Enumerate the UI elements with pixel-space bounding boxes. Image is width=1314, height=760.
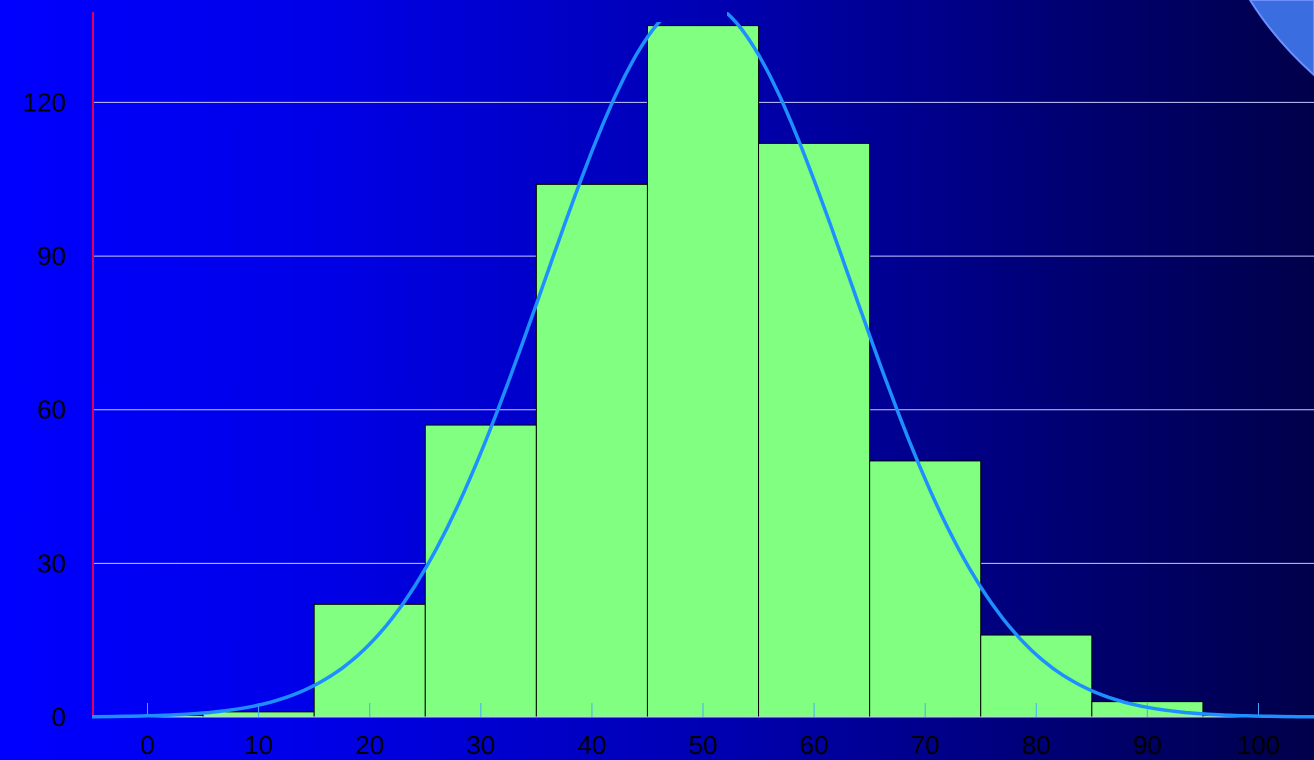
x-tick-label: 100 — [1237, 730, 1280, 760]
x-tick-label: 0 — [140, 730, 154, 760]
histogram-bar — [646, 25, 760, 718]
y-tick-label: 60 — [37, 395, 66, 425]
x-tick-label: 80 — [1022, 730, 1051, 760]
histogram-bar — [424, 424, 537, 718]
y-tick-label: 0 — [52, 702, 66, 732]
x-tick-label: 70 — [911, 730, 940, 760]
axes — [92, 12, 1314, 718]
normal-curve — [92, 12, 1314, 719]
x-tick-label: 20 — [355, 730, 384, 760]
y-tick-label: 90 — [37, 241, 66, 271]
x-tick-label: 40 — [577, 730, 606, 760]
histogram-bars — [91, 25, 1314, 718]
x-tick-label: 10 — [244, 730, 273, 760]
x-tick-label: 60 — [800, 730, 829, 760]
histogram-bar — [535, 183, 648, 718]
normal-curve-layer — [92, 12, 1314, 719]
slide-corner-decoration — [1248, 0, 1314, 77]
x-tick-label: 50 — [689, 730, 718, 760]
histogram-bar — [869, 460, 982, 718]
y-tick-label: 120 — [23, 87, 66, 117]
x-tick-label: 30 — [466, 730, 495, 760]
y-tick-labels: 0 30 60 90 120 — [23, 87, 66, 732]
histogram-bar — [758, 142, 871, 718]
x-tick-label: 90 — [1133, 730, 1162, 760]
x-tick-labels: 0 10 20 30 40 50 60 70 80 90 100 — [140, 730, 1280, 760]
y-tick-label: 30 — [37, 548, 66, 578]
histogram-bar — [313, 603, 426, 718]
